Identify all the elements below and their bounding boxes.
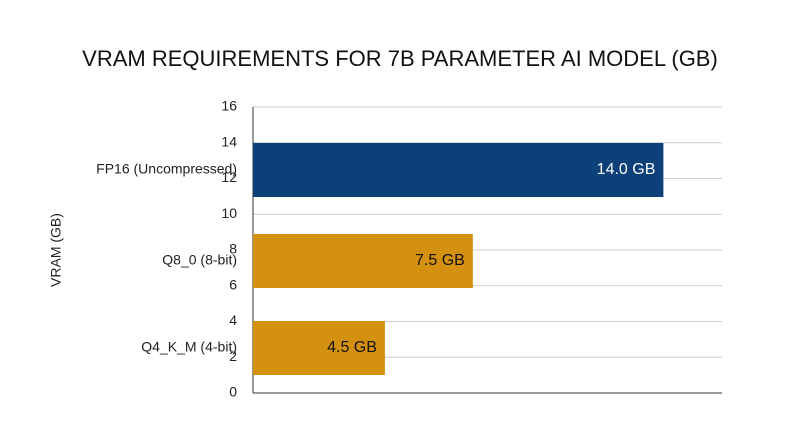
value-label: 4.5 GB [327, 339, 377, 356]
bar [253, 321, 385, 375]
category-label: FP16 (Uncompressed) [96, 161, 237, 177]
y-tick-label: 2 [229, 348, 237, 364]
chart-title: VRAM REQUIREMENTS FOR 7B PARAMETER AI MO… [82, 46, 718, 71]
value-label: 7.5 GB [415, 252, 465, 269]
category-label: Q8_0 (8-bit) [162, 252, 237, 268]
y-tick-label: 6 [229, 276, 237, 292]
y-tick-label: 4 [229, 312, 237, 328]
y-tick-label: 8 [229, 241, 237, 257]
y-axis-label: VRAM (GB) [48, 213, 64, 287]
category-label: Q4_K_M (4-bit) [141, 339, 237, 355]
y-tick-label: 16 [221, 98, 237, 114]
y-tick-label: 0 [229, 384, 237, 400]
bar [253, 234, 473, 288]
y-tick-label: 14 [221, 133, 237, 149]
bar [253, 143, 664, 197]
y-tick-label: 10 [221, 205, 237, 221]
y-tick-label: 12 [221, 169, 237, 185]
value-label: 14.0 GB [597, 161, 656, 178]
